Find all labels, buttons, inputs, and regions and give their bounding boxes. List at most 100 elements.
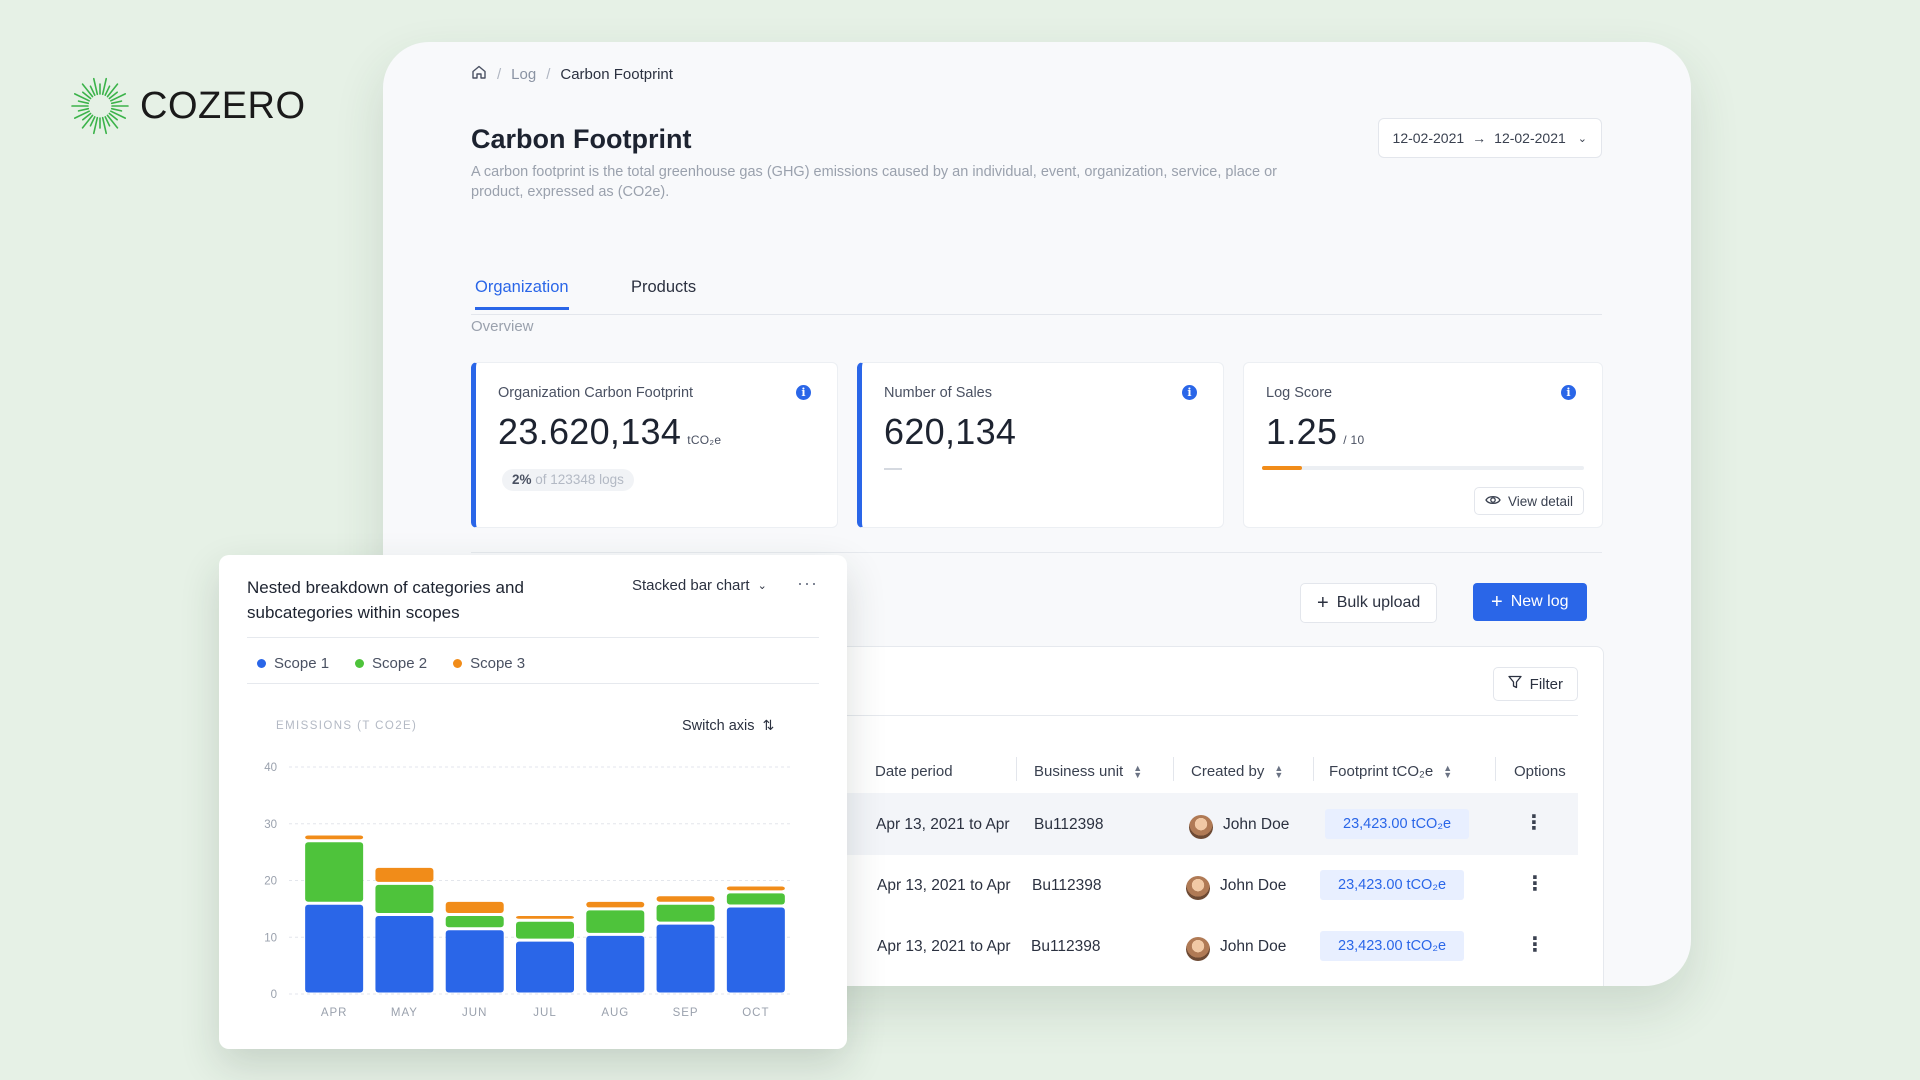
sort-icon[interactable]: ▲ ▼: [1443, 762, 1453, 780]
sort-icon[interactable]: ▲ ▼: [1274, 762, 1284, 780]
bar-segment-scope-2[interactable]: [445, 916, 504, 928]
y-tick-label: 0: [271, 989, 277, 1001]
info-icon[interactable]: i: [1182, 385, 1197, 400]
filter-button[interactable]: Filter: [1492, 667, 1578, 701]
chart-title: Nested breakdown of categories and subca…: [247, 578, 524, 622]
switch-axis-button[interactable]: Switch axis ⇅: [682, 717, 775, 734]
bulk-upload-button[interactable]: + Bulk upload: [1300, 583, 1438, 623]
swap-arrows-icon: ⇅: [762, 717, 775, 733]
legend-item-scope-1[interactable]: Scope 1: [257, 655, 329, 672]
view-detail-button[interactable]: View detail: [1473, 487, 1584, 515]
x-tick-label: APR: [321, 1007, 348, 1019]
cell-date: Apr 13, 2021 to Apr: [877, 938, 1011, 955]
bar-segment-scope-3[interactable]: [656, 896, 715, 902]
stat-value: 23.620,134 tCO₂e: [498, 411, 722, 452]
date-range-picker[interactable]: 12-02-2021 → 12-02-2021 ⌄: [1377, 118, 1602, 158]
stat-unit: / 10: [1343, 433, 1365, 447]
cell-creator: John Doe: [1220, 938, 1287, 955]
brand-name: COZERO: [140, 84, 306, 127]
bar-segment-scope-1[interactable]: [656, 924, 715, 993]
bar-segment-scope-1[interactable]: [726, 907, 785, 993]
info-icon[interactable]: i: [796, 385, 811, 400]
date-to: 12-02-2021: [1494, 130, 1566, 146]
plus-icon: +: [1317, 592, 1329, 614]
y-tick-label: 10: [264, 932, 277, 944]
bar-segment-scope-1[interactable]: [516, 941, 574, 993]
stat-value: 620,134: [884, 411, 1017, 452]
stat-value: 1.25/ 10: [1266, 411, 1365, 452]
avatar: [1189, 815, 1213, 839]
tab-bar: Organization Products: [471, 266, 1602, 315]
footprint-badge: 23,423.00 tCO₂e: [1325, 809, 1470, 839]
cell-business-unit: Bu112398: [1034, 816, 1104, 833]
column-header-date-period[interactable]: Date period: [875, 763, 953, 780]
more-options-icon[interactable]: ···: [797, 573, 818, 593]
y-tick-label: 30: [264, 819, 277, 831]
page-title: Carbon Footprint: [471, 124, 692, 154]
column-header-options: Options: [1514, 763, 1566, 780]
logs-percentage-badge: 2% of 123348 logs: [502, 469, 634, 491]
cell-business-unit: Bu112398: [1032, 877, 1102, 894]
chart-type-dropdown[interactable]: Stacked bar chart ⌄: [632, 577, 767, 594]
x-tick-label: SEP: [673, 1007, 699, 1019]
column-header-business-unit[interactable]: Business unit ▲ ▼: [1034, 762, 1143, 780]
bar-segment-scope-2[interactable]: [726, 893, 785, 905]
cell-date: Apr 13, 2021 to Apr: [877, 877, 1011, 894]
stat-label: Log Score: [1266, 385, 1333, 401]
y-axis-title: EMISSIONS (T CO2E): [276, 720, 418, 732]
stacked-bar-chart: 0 10 20 30 40 APR MAY JUN JUL AUG SEP OCT: [264, 762, 791, 1019]
info-icon[interactable]: i: [1561, 385, 1576, 400]
breadcrumb-separator: /: [546, 65, 551, 83]
bar-segment-scope-3[interactable]: [305, 835, 364, 840]
stat-card-log-score: Log Score i 1.25/ 10 View detail: [1243, 362, 1603, 528]
overview-label: Overview: [471, 318, 534, 335]
bar-segment-scope-2[interactable]: [375, 884, 434, 914]
column-separator: [1173, 757, 1174, 781]
bar-segment-scope-3[interactable]: [375, 867, 434, 882]
tab-products[interactable]: Products: [631, 278, 697, 296]
avatar: [1186, 937, 1210, 961]
stat-label: Number of Sales: [884, 385, 992, 401]
stat-card-number-of-sales: Number of Sales i 620,134: [857, 362, 1224, 528]
more-options-icon[interactable]: ⋮: [1525, 934, 1545, 956]
x-tick-label: JUN: [462, 1007, 487, 1019]
chevron-down-icon: ⌄: [757, 580, 767, 592]
breadcrumb-log[interactable]: Log: [511, 65, 537, 83]
chart-card: Nested breakdown of categories and subca…: [219, 555, 847, 1049]
tab-organization[interactable]: Organization: [475, 278, 569, 310]
column-header-created-by[interactable]: Created by ▲ ▼: [1191, 762, 1284, 780]
bar-segment-scope-2[interactable]: [586, 910, 645, 933]
footprint-badge: 23,423.00 tCO₂e: [1320, 931, 1465, 961]
x-tick-label: JUL: [533, 1007, 556, 1019]
bar-segment-scope-1[interactable]: [586, 935, 645, 993]
x-tick-label: MAY: [391, 1007, 418, 1019]
bar-segment-scope-2[interactable]: [656, 904, 715, 922]
bar-segment-scope-1[interactable]: [375, 916, 434, 993]
score-progress-fill: [1262, 466, 1303, 470]
bar-segment-scope-3[interactable]: [445, 901, 504, 914]
column-separator: [1495, 757, 1496, 781]
bar-segment-scope-1[interactable]: [305, 904, 364, 993]
bar-segment-scope-2[interactable]: [305, 842, 364, 902]
stat-unit: tCO₂e: [687, 433, 722, 447]
legend-item-scope-3[interactable]: Scope 3: [453, 655, 525, 672]
legend-swatch: [355, 659, 365, 668]
column-header-footprint[interactable]: Footprint tCO₂e ▲ ▼: [1329, 762, 1453, 780]
sort-icon[interactable]: ▲ ▼: [1133, 762, 1143, 780]
chevron-down-icon: ⌄: [1577, 132, 1587, 145]
bar-segment-scope-2[interactable]: [516, 921, 574, 939]
bar-segment-scope-3[interactable]: [586, 901, 645, 908]
bar-segment-scope-3[interactable]: [726, 886, 785, 891]
home-icon[interactable]: [471, 64, 487, 84]
y-tick-label: 40: [264, 762, 277, 774]
legend-swatch: [453, 659, 463, 668]
more-options-icon[interactable]: ⋮: [1525, 873, 1545, 895]
arrow-right-icon: →: [1472, 130, 1487, 146]
more-options-icon[interactable]: ⋮: [1524, 812, 1544, 834]
legend-swatch: [257, 659, 266, 668]
new-log-button[interactable]: + New log: [1473, 583, 1587, 621]
divider: [884, 468, 902, 470]
bar-segment-scope-3[interactable]: [516, 916, 574, 919]
legend-item-scope-2[interactable]: Scope 2: [355, 655, 427, 672]
bar-segment-scope-1[interactable]: [445, 930, 504, 993]
